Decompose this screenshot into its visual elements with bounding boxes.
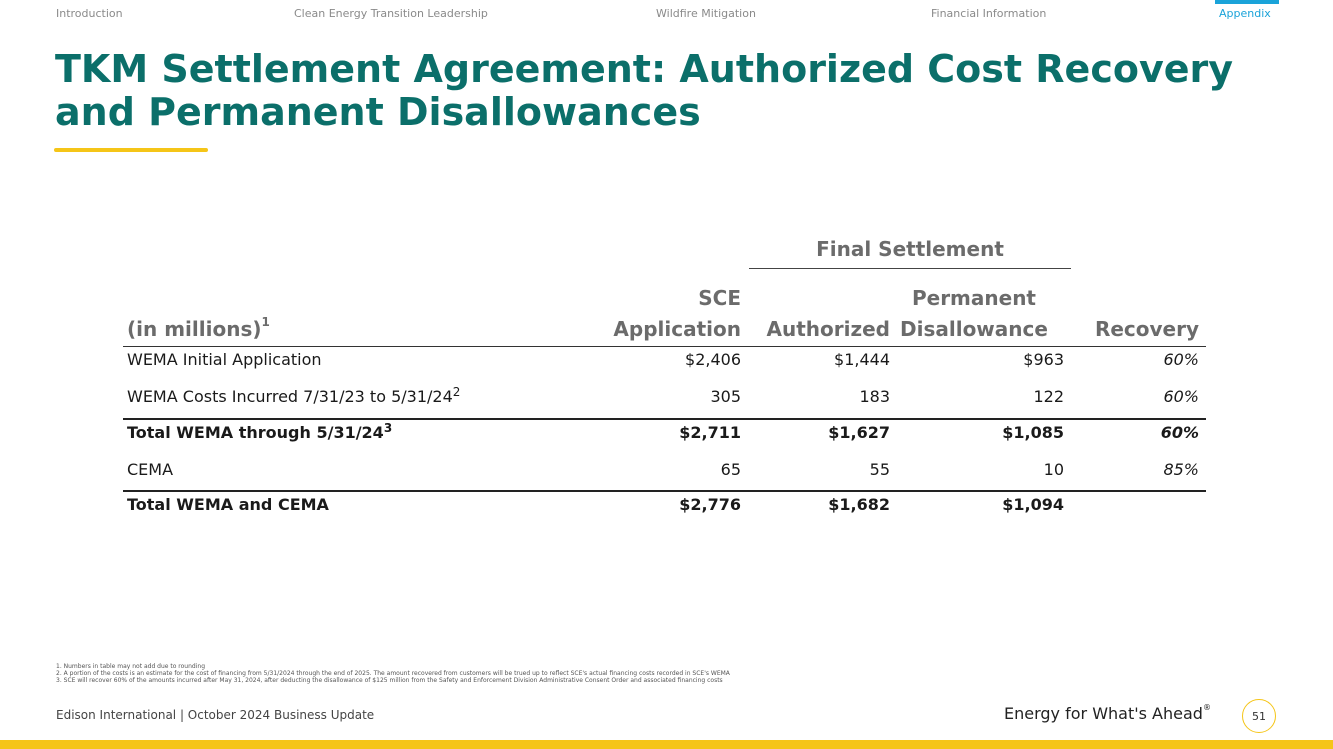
cell-sce: 65 xyxy=(720,460,741,479)
cell-disallowance: 10 xyxy=(1043,460,1064,479)
row-label-total-wema: Total WEMA through 5/31/243 xyxy=(127,421,393,442)
nav-item-wildfire-mitigation[interactable]: Wildfire Mitigation xyxy=(656,7,756,20)
footnote-2: 2. A portion of the costs is an estimate… xyxy=(56,670,730,677)
footer-source: Edison International | October 2024 Busi… xyxy=(56,708,375,722)
cell-authorized: $1,682 xyxy=(828,495,890,514)
cell-disallowance: 122 xyxy=(1033,387,1064,406)
page-number: 51 xyxy=(1242,699,1276,733)
total-rule xyxy=(123,490,1206,492)
footnote-1: 1. Numbers in table may not add due to r… xyxy=(56,663,206,670)
cell-recovery: 60% xyxy=(1163,387,1199,406)
group-header-rule xyxy=(749,268,1071,269)
col-header-recovery: Recovery xyxy=(1094,317,1199,341)
cell-recovery: 85% xyxy=(1163,460,1199,479)
col-header-authorized: Authorized xyxy=(766,317,891,341)
cell-disallowance: $1,094 xyxy=(1002,495,1064,514)
col-header-sce-line1: SCE xyxy=(698,286,741,310)
nav-item-financial-information[interactable]: Financial Information xyxy=(931,7,1047,20)
nav-item-introduction[interactable]: Introduction xyxy=(56,7,123,20)
footnote-3: 3. SCE will recover 60% of the amounts i… xyxy=(56,677,723,684)
cell-authorized: 55 xyxy=(869,460,890,479)
cell-recovery: 60% xyxy=(1160,423,1199,442)
cell-sce: $2,711 xyxy=(679,423,741,442)
bottom-accent-bar xyxy=(0,740,1333,749)
page-title: TKM Settlement Agreement: Authorized Cos… xyxy=(55,47,1233,134)
tagline: Energy for What's Ahead® xyxy=(1004,703,1211,723)
title-underline xyxy=(54,148,208,152)
cell-authorized: $1,627 xyxy=(828,423,890,442)
cell-sce: 305 xyxy=(710,387,741,406)
cell-authorized: 183 xyxy=(859,387,890,406)
col-header-permanent-line1: Permanent xyxy=(911,286,1036,310)
cell-recovery: 60% xyxy=(1163,350,1199,369)
cell-sce: $2,776 xyxy=(679,495,741,514)
cell-disallowance: $1,085 xyxy=(1002,423,1064,442)
col-header-permanent-line2: Disallowance xyxy=(900,317,1048,341)
header-rule xyxy=(123,346,1206,347)
cell-sce: $2,406 xyxy=(685,350,741,369)
subtotal-rule xyxy=(123,418,1206,420)
cell-disallowance: $963 xyxy=(1023,350,1064,369)
nav-item-clean-energy[interactable]: Clean Energy Transition Leadership xyxy=(294,7,488,20)
row-label: WEMA Initial Application xyxy=(127,350,322,369)
active-section-indicator xyxy=(1215,0,1279,4)
col-header-sce-line2: Application xyxy=(613,317,741,341)
nav-item-appendix[interactable]: Appendix xyxy=(1219,7,1271,20)
col-header-in-millions: (in millions)1 xyxy=(127,315,270,341)
footnotes: 1. Numbers in table may not add due to r… xyxy=(56,663,730,684)
row-label: WEMA Costs Incurred 7/31/23 to 5/31/242 xyxy=(127,385,461,406)
group-header-final-settlement: Final Settlement xyxy=(816,237,1004,261)
row-label: CEMA xyxy=(127,460,174,479)
cell-authorized: $1,444 xyxy=(834,350,890,369)
row-label-grand-total: Total WEMA and CEMA xyxy=(127,495,329,514)
